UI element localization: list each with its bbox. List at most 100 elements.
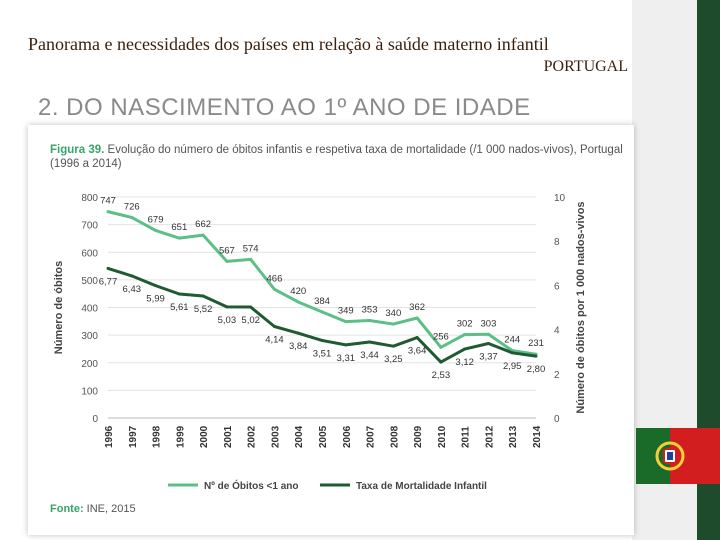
data-label: 303 xyxy=(481,318,497,329)
data-label: 362 xyxy=(409,302,425,313)
x-tick-label: 2007 xyxy=(366,425,377,448)
x-tick-label: 2002 xyxy=(247,425,258,448)
data-label: 651 xyxy=(171,222,187,233)
y-left-axis-title: Número de óbitos xyxy=(53,261,65,355)
data-point xyxy=(106,210,110,214)
chart-legend: Nº de Óbitos <1 ano Taxa de Mortalidade … xyxy=(168,479,487,492)
y-right-tick-label: 0 xyxy=(554,414,560,425)
data-label: 679 xyxy=(148,214,164,225)
data-label: 4,14 xyxy=(265,335,284,346)
data-label: 384 xyxy=(314,296,330,307)
data-label: 420 xyxy=(290,286,306,297)
data-label: 2,53 xyxy=(432,370,451,381)
data-label: 466 xyxy=(267,273,283,284)
data-label: 353 xyxy=(362,304,378,315)
source-text: INE, 2015 xyxy=(86,503,136,515)
data-point xyxy=(201,294,205,298)
section-title: 2. DO NASCIMENTO AO 1º ANO DE IDADE xyxy=(38,94,531,121)
data-point xyxy=(486,332,490,336)
x-tick-label: 2004 xyxy=(294,425,305,448)
y-left-tick-label: 500 xyxy=(81,276,98,287)
x-tick-label: 1996 xyxy=(104,425,115,448)
data-label: 2,80 xyxy=(527,364,546,375)
figure-caption-text: Evolução do número de óbitos infantis e … xyxy=(50,144,623,170)
data-point xyxy=(130,215,134,219)
y-left-tick-label: 200 xyxy=(81,359,98,370)
data-point xyxy=(320,310,324,314)
flag-shield-inner xyxy=(667,452,673,460)
slide-country: PORTUGAL xyxy=(543,58,628,75)
y-left-tick-label: 100 xyxy=(81,386,98,397)
data-label: 256 xyxy=(433,331,449,342)
data-label: 3,64 xyxy=(408,346,427,357)
data-label: 349 xyxy=(338,306,354,317)
data-label: 726 xyxy=(124,201,140,212)
x-tick-label: 2006 xyxy=(342,425,353,448)
data-label: 3,12 xyxy=(455,357,474,368)
data-point xyxy=(510,351,514,355)
legend-label-taxa: Taxa de Mortalidade Infantil xyxy=(356,481,487,492)
data-point xyxy=(391,322,395,326)
data-label: 567 xyxy=(219,245,235,256)
data-label: 574 xyxy=(243,243,259,254)
data-point xyxy=(249,257,253,261)
data-label: 302 xyxy=(457,319,473,330)
x-tick-label: 2001 xyxy=(223,425,234,448)
x-tick-label: 2014 xyxy=(532,425,543,448)
slide-title: Panorama e necessidades dos países em re… xyxy=(28,34,549,54)
data-label: 3,25 xyxy=(384,354,403,365)
data-point xyxy=(296,300,300,304)
x-tick-label: 2011 xyxy=(461,426,472,448)
data-point xyxy=(344,320,348,324)
data-label: 231 xyxy=(528,338,544,349)
green-strip xyxy=(697,0,720,540)
x-tick-label: 2003 xyxy=(270,425,281,448)
data-label: 5,03 xyxy=(218,315,237,326)
data-point xyxy=(201,233,205,237)
data-label: 5,61 xyxy=(170,302,189,313)
portugal-flag xyxy=(636,428,720,484)
data-label: 6,77 xyxy=(99,276,118,287)
flag-armillary-sphere xyxy=(655,441,685,471)
data-label: 5,02 xyxy=(241,315,260,326)
data-point xyxy=(154,284,158,288)
data-point xyxy=(272,287,276,291)
data-label: 3,84 xyxy=(289,341,308,352)
data-point xyxy=(272,325,276,329)
y-right-tick-label: 10 xyxy=(554,193,566,204)
data-point xyxy=(391,344,395,348)
data-label: 244 xyxy=(504,335,520,346)
y-left-tick-label: 800 xyxy=(81,193,98,204)
x-tick-label: 2013 xyxy=(508,425,519,448)
data-label: 3,51 xyxy=(313,348,332,359)
figure-source: Fonte: INE, 2015 xyxy=(50,503,136,515)
x-tick-label: 2012 xyxy=(484,425,495,448)
data-label: 340 xyxy=(385,308,401,319)
legend-label-obitos: Nº de Óbitos <1 ano xyxy=(204,479,299,492)
data-point xyxy=(439,360,443,364)
data-point xyxy=(225,305,229,309)
x-tick-label: 2009 xyxy=(413,425,424,448)
data-label: 3,37 xyxy=(479,352,498,363)
data-point xyxy=(534,354,538,358)
data-label: 5,99 xyxy=(146,294,165,305)
x-tick-label: 1997 xyxy=(128,425,139,448)
data-point xyxy=(225,259,229,263)
data-point xyxy=(368,318,372,322)
y-right-tick-label: 6 xyxy=(554,281,560,292)
data-point xyxy=(463,333,467,337)
data-point xyxy=(106,266,110,270)
y-right-tick-label: 2 xyxy=(554,370,560,381)
y-left-tick-label: 400 xyxy=(81,304,98,315)
y-left-tick-label: 600 xyxy=(81,248,98,259)
x-tick-label: 2010 xyxy=(437,425,448,448)
y-left-tick-label: 300 xyxy=(81,331,98,342)
data-label: 6,43 xyxy=(123,284,141,295)
x-tick-label: 1998 xyxy=(152,425,163,448)
y-right-axis-title: Número de óbitos por 1 000 nados-vivos xyxy=(575,201,587,413)
x-tick-label: 2008 xyxy=(389,425,400,448)
data-label: 747 xyxy=(100,196,116,207)
data-label: 5,52 xyxy=(194,304,213,315)
y-right-tick-label: 4 xyxy=(554,326,560,337)
data-label: 3,44 xyxy=(360,350,379,361)
